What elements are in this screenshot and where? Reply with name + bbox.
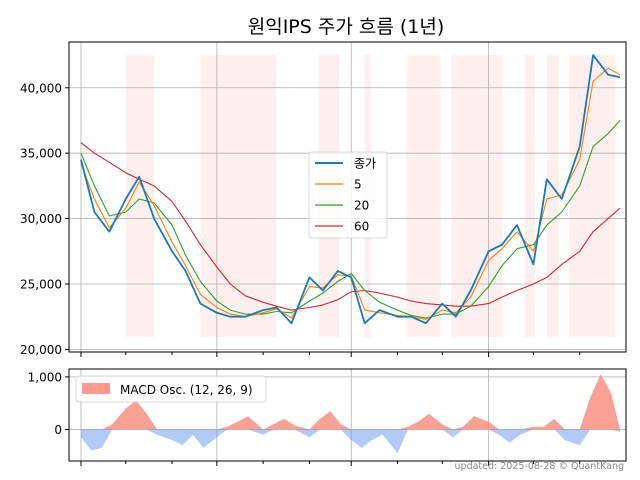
price-legend-label: 5	[354, 178, 362, 192]
price-x-ticks	[80, 352, 581, 357]
shaded-periods	[125, 55, 616, 337]
price-y-tick-label: 30,000	[20, 212, 62, 226]
price-y-tick-label: 25,000	[20, 277, 62, 291]
price-y-ticks: 20,000 25,000 30,000 35,000 40,000	[20, 81, 69, 357]
chart-title: 원익IPS 주가 흐름 (1년)	[248, 16, 445, 38]
macd-positive-area	[81, 374, 620, 430]
price-legend-label: 20	[354, 199, 369, 213]
price-legend-box	[308, 151, 388, 239]
macd-negative-area	[81, 429, 620, 454]
shaded-period	[406, 55, 441, 337]
price-legend-label: 종가	[354, 157, 376, 171]
price-legend: 종가 5 20 60	[308, 151, 388, 239]
shaded-period	[125, 55, 155, 337]
price-y-tick-label: 35,000	[20, 147, 62, 161]
price-panel: 20,000 25,000 30,000 35,000 40,000 종가 5 20 60	[20, 41, 627, 357]
macd-area	[81, 374, 620, 454]
price-plot-frame	[68, 41, 627, 353]
shaded-period	[451, 55, 503, 337]
series-line-ma20	[80, 120, 621, 319]
shaded-period	[524, 55, 535, 337]
macd-y-tick-label: 0	[54, 423, 62, 437]
series-line-close	[80, 54, 621, 325]
series-line-ma60	[80, 142, 621, 311]
macd-y-tick-label: 1,000	[28, 370, 62, 384]
macd-legend: MACD Osc. (12, 26, 9)	[75, 375, 267, 403]
series-line-ma5	[80, 67, 621, 320]
price-y-tick-label: 40,000	[20, 81, 62, 95]
macd-panel: 0 1,000 MACD Osc. (12, 26, 9)	[28, 368, 627, 466]
price-legend-label: 60	[354, 220, 369, 234]
macd-legend-label: MACD Osc. (12, 26, 9)	[120, 383, 253, 397]
macd-x-ticks	[80, 461, 581, 466]
macd-legend-box	[75, 375, 267, 403]
shaded-period	[546, 55, 559, 337]
shaded-period	[569, 55, 616, 337]
footer-credit: updated: 2025-08-28 © QuantKang	[455, 461, 624, 472]
macd-plot-frame	[68, 368, 627, 462]
price-series-lines	[80, 54, 621, 325]
macd-y-ticks: 0 1,000	[28, 370, 69, 437]
macd-legend-swatch	[82, 383, 110, 394]
price-y-tick-label: 20,000	[20, 343, 62, 357]
